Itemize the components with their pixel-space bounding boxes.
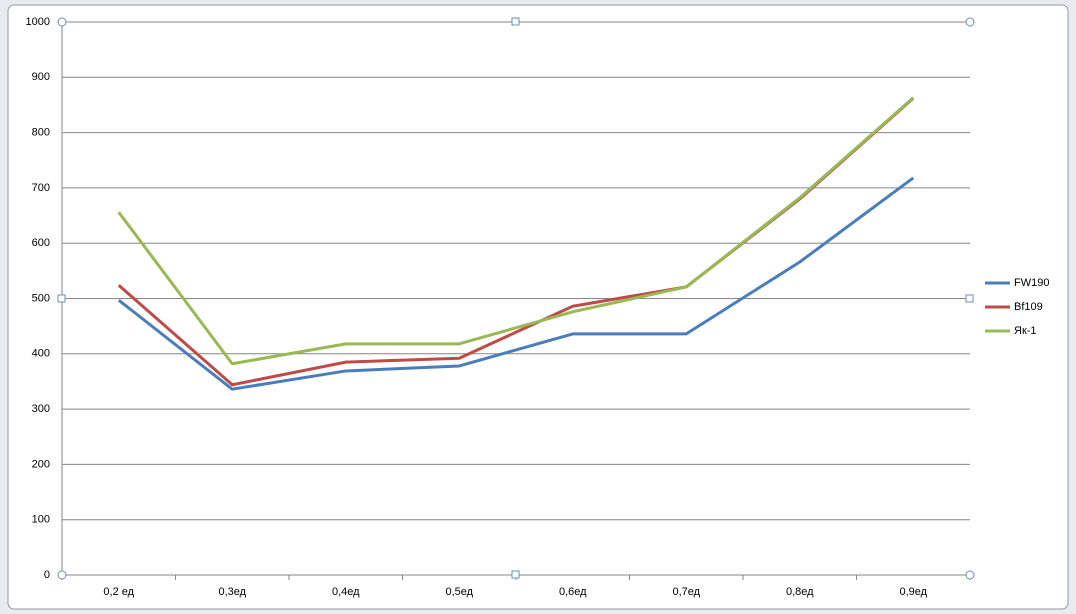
y-tick-label: 900 <box>32 71 50 83</box>
y-tick-label: 800 <box>32 127 50 139</box>
y-tick-label: 300 <box>32 403 50 415</box>
x-tick-label: 0,6ед <box>559 586 587 598</box>
x-tick-label: 0,7ед <box>672 586 700 598</box>
y-tick-label: 100 <box>32 514 50 526</box>
y-tick-label: 1000 <box>26 16 50 28</box>
handle[interactable] <box>57 570 67 580</box>
y-tick-label: 0 <box>44 569 50 581</box>
handle[interactable] <box>511 17 520 26</box>
x-tick-label: 0,9ед <box>899 586 927 598</box>
chart-frame <box>7 4 1069 610</box>
series-line <box>117 96 915 366</box>
handle[interactable] <box>57 17 67 27</box>
y-tick-label: 700 <box>32 182 50 194</box>
x-tick-label: 0,8ед <box>786 586 814 598</box>
y-tick-label: 500 <box>32 292 50 304</box>
legend-label: FW190 <box>1014 277 1049 289</box>
handle[interactable] <box>57 294 66 303</box>
handle[interactable] <box>511 570 520 579</box>
handle[interactable] <box>965 17 975 27</box>
legend-label: Bf109 <box>1014 301 1043 313</box>
x-tick-label: 0,3ед <box>218 586 246 598</box>
x-tick-label: 0,2 ед <box>103 586 134 598</box>
y-tick-label: 600 <box>32 237 50 249</box>
handle[interactable] <box>965 570 975 580</box>
x-tick-label: 0,4ед <box>332 586 360 598</box>
y-tick-label: 400 <box>32 348 50 360</box>
x-tick-label: 0,5ед <box>445 586 473 598</box>
series-line <box>117 176 915 391</box>
legend-label: Як-1 <box>1014 325 1037 337</box>
y-tick-label: 200 <box>32 458 50 470</box>
handle[interactable] <box>965 294 974 303</box>
selection-handles <box>57 17 975 580</box>
